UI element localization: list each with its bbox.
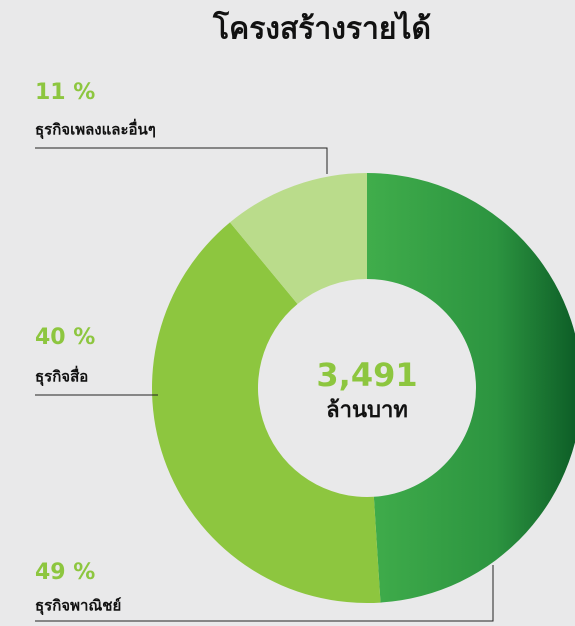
total-value: 3,491 [316, 356, 417, 394]
total-unit: ล้านบาท [326, 398, 408, 423]
category-label: ธุรกิจสื่อ [35, 366, 88, 387]
value-label: 11 % [35, 80, 95, 105]
leader-line [35, 565, 494, 622]
chart-title: โครงสร้างรายได้ [212, 10, 431, 47]
value-label: 49 % [35, 560, 95, 585]
value-label: 40 % [35, 325, 95, 350]
category-label: ธุรกิจพาณิชย์ [35, 597, 121, 616]
donut-segment [229, 173, 367, 305]
donut-segment [152, 222, 381, 603]
donut [152, 173, 575, 603]
category-label: ธุรกิจเพลงและอื่นๆ [35, 119, 156, 140]
leader-line [35, 147, 328, 174]
donut-segment [367, 173, 575, 603]
